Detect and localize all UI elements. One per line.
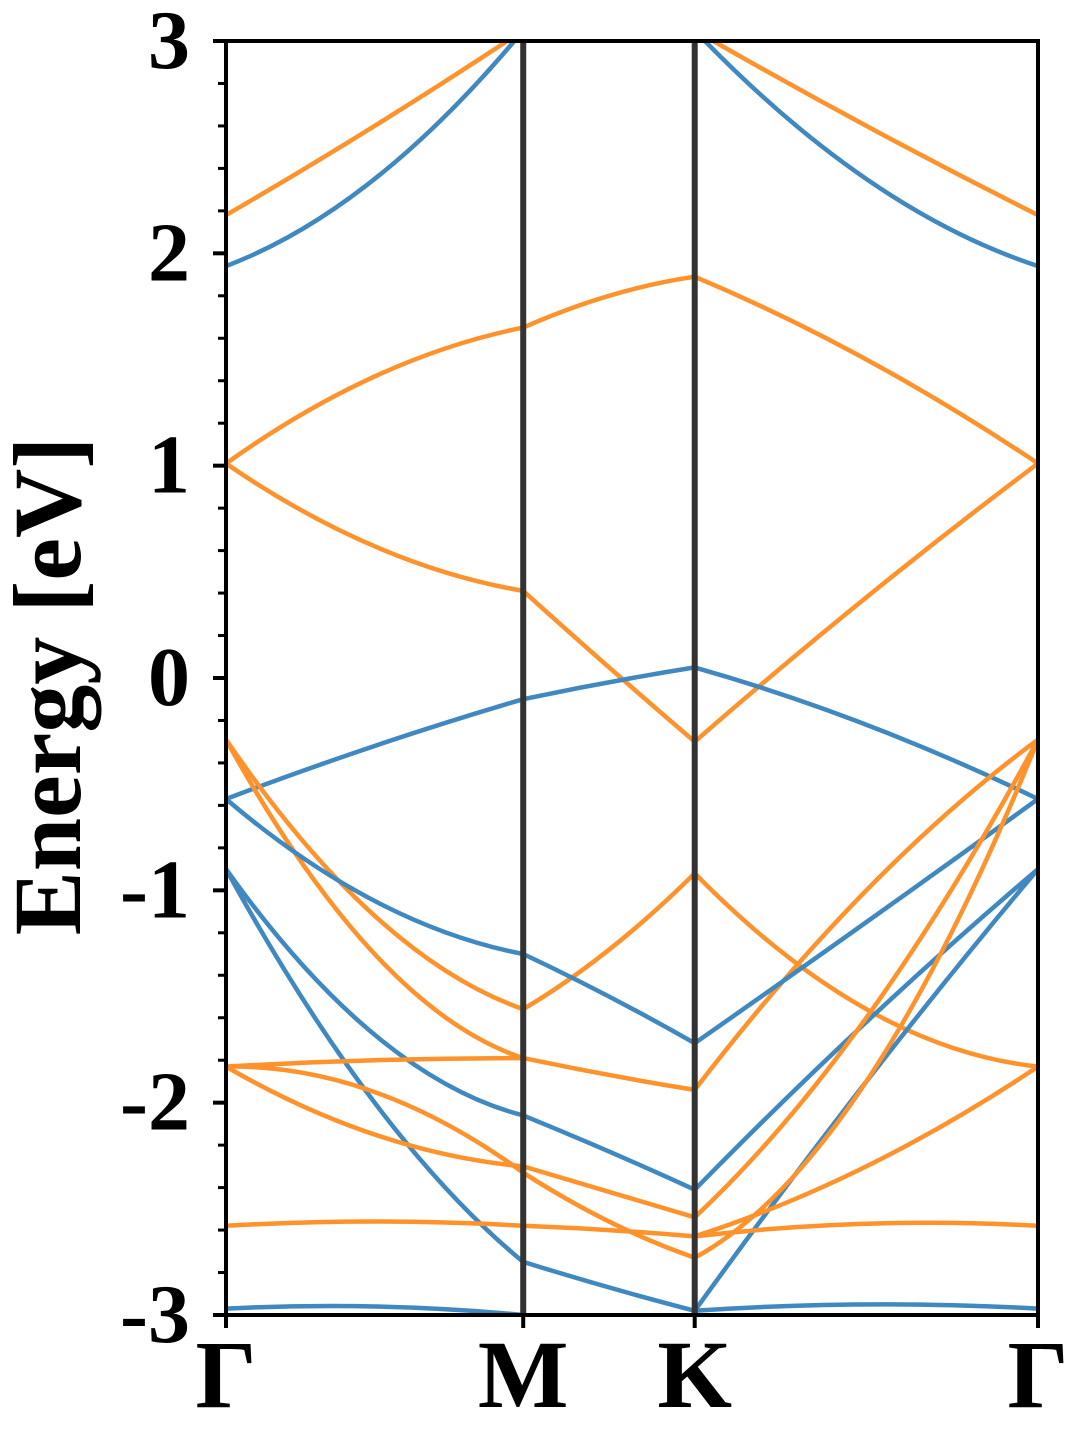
x-tick-label: M <box>478 1321 569 1428</box>
y-tick-label: -2 <box>120 1056 190 1149</box>
band-blue-0 <box>226 41 1038 269</box>
y-axis: -3 -2 -1 0 1 2 3 <box>120 0 226 1361</box>
y-tick-label: -3 <box>120 1268 190 1361</box>
y-axis-label: Energy [eV] <box>0 437 101 936</box>
y-tick-label: 2 <box>148 206 190 299</box>
band-orange-10 <box>226 1055 526 1069</box>
band-orange-12 <box>226 737 1038 1260</box>
band-orange-2 <box>226 274 1038 466</box>
band-lines <box>226 41 1038 1315</box>
band-blue-7 <box>226 796 1038 1046</box>
band-orange-6 <box>226 737 1038 1093</box>
band-blue-16 <box>226 1302 1038 1315</box>
band-orange-15 <box>692 1220 1038 1239</box>
y-tick-label: 3 <box>148 0 190 87</box>
kpoint-dividers <box>520 41 698 1315</box>
band-orange-3 <box>226 461 1038 744</box>
band-orange-13 <box>692 1064 1038 1239</box>
x-tick-label: Γ <box>195 1321 256 1428</box>
band-orange-5 <box>226 737 1038 1069</box>
x-tick-label: K <box>657 1321 732 1428</box>
band-orange-14 <box>226 1219 697 1239</box>
y-tick-label: 1 <box>148 419 190 512</box>
y-tick-label: -1 <box>120 843 190 936</box>
y-tick-label: 0 <box>148 631 190 724</box>
band-blue-8 <box>226 866 1038 1192</box>
band-orange-1 <box>226 41 1038 218</box>
band-orange-11 <box>226 737 1038 1220</box>
x-tick-label: Γ <box>1007 1321 1068 1428</box>
band-blue-9 <box>226 866 1038 1314</box>
